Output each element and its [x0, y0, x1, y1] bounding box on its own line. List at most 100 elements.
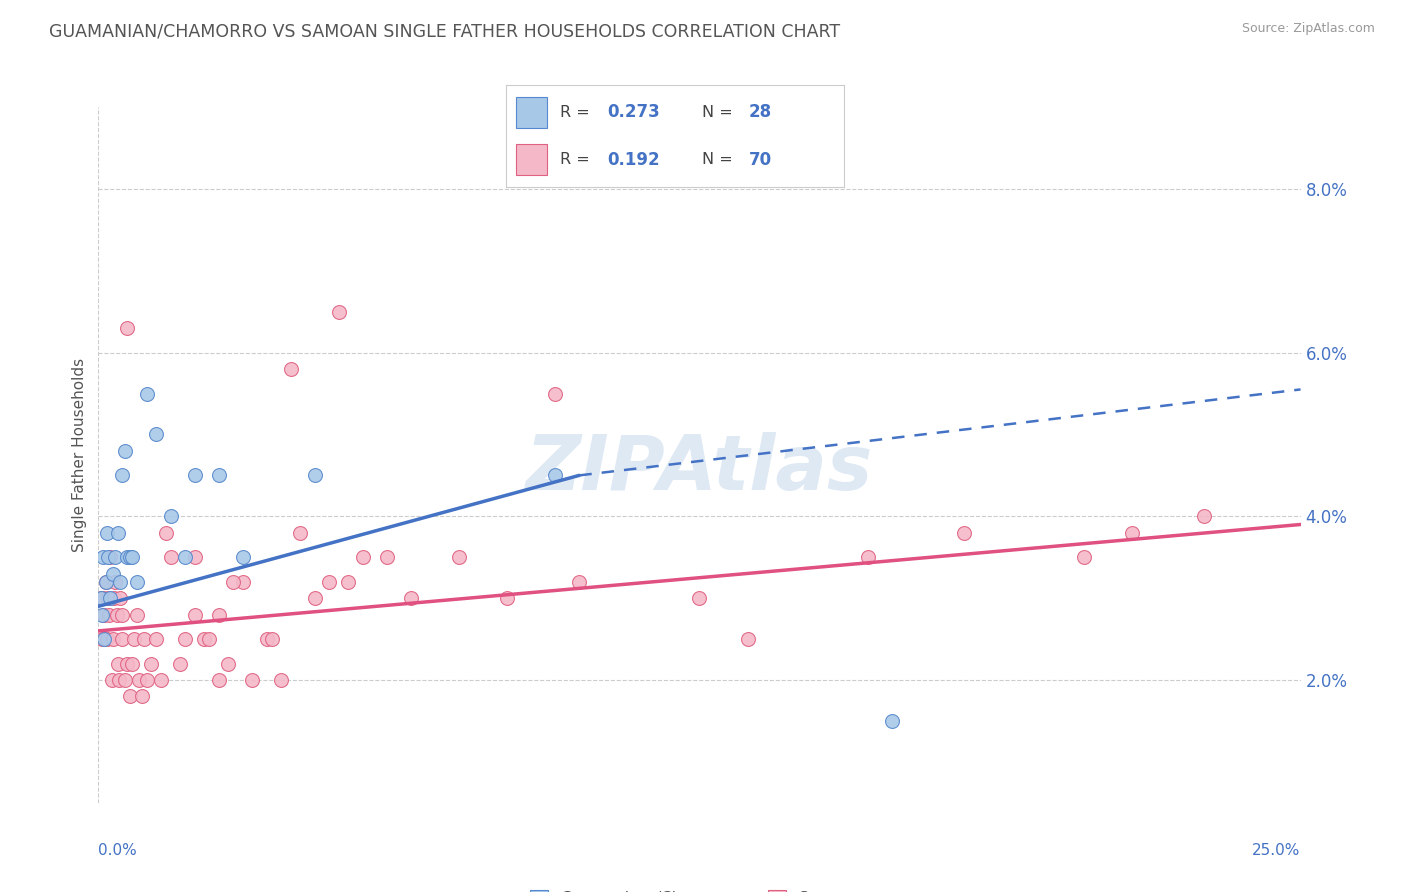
Point: [90, 591, 112, 606]
Point: [159, 550, 181, 565]
Point: [280, 362, 302, 376]
Point: [174, 632, 197, 646]
Point: [108, 574, 131, 589]
Point: [91, 591, 114, 606]
Point: [121, 550, 143, 565]
Point: [117, 550, 139, 565]
Text: 0.0%: 0.0%: [98, 843, 138, 858]
Point: [145, 427, 167, 442]
Point: [100, 591, 122, 606]
Point: [208, 607, 231, 622]
Point: [290, 525, 312, 540]
Point: [1121, 525, 1143, 540]
Point: [93, 607, 115, 622]
Point: [128, 673, 150, 687]
Point: [100, 550, 122, 565]
Point: [217, 657, 239, 671]
Y-axis label: Single Father Households: Single Father Households: [72, 358, 87, 552]
Point: [125, 607, 148, 622]
Point: [953, 525, 976, 540]
Point: [135, 673, 157, 687]
Text: 0.273: 0.273: [607, 103, 661, 121]
Point: [447, 550, 470, 565]
Point: [104, 550, 127, 565]
Point: [222, 574, 245, 589]
Point: [145, 632, 167, 646]
Point: [232, 550, 254, 565]
Point: [97, 550, 120, 565]
Point: [96, 632, 118, 646]
Point: [114, 443, 136, 458]
Point: [737, 632, 759, 646]
Point: [1194, 509, 1216, 524]
Point: [174, 550, 197, 565]
Point: [132, 632, 155, 646]
Text: ZIPAtlas: ZIPAtlas: [526, 432, 873, 506]
Point: [183, 468, 205, 483]
Point: [94, 574, 117, 589]
FancyBboxPatch shape: [516, 145, 547, 175]
Point: [105, 607, 128, 622]
Point: [141, 657, 163, 671]
Point: [544, 468, 567, 483]
Point: [91, 550, 114, 565]
Point: [159, 509, 181, 524]
Text: Source: ZipAtlas.com: Source: ZipAtlas.com: [1241, 22, 1375, 36]
Point: [240, 673, 263, 687]
Point: [689, 591, 711, 606]
Point: [208, 673, 231, 687]
Point: [91, 632, 114, 646]
Text: 70: 70: [749, 151, 772, 169]
Point: [96, 525, 118, 540]
Point: [90, 591, 112, 606]
Point: [169, 657, 191, 671]
Point: [399, 591, 422, 606]
Text: N =: N =: [702, 153, 738, 167]
Point: [101, 566, 124, 581]
Point: [103, 591, 125, 606]
Point: [124, 632, 146, 646]
Point: [107, 657, 129, 671]
Point: [880, 714, 903, 728]
Point: [117, 321, 139, 335]
Point: [328, 304, 350, 318]
Point: [118, 550, 141, 565]
Point: [260, 632, 283, 646]
Text: R =: R =: [560, 105, 595, 120]
Point: [108, 591, 131, 606]
Point: [121, 657, 143, 671]
Point: [94, 574, 117, 589]
Point: [856, 550, 879, 565]
Point: [111, 607, 134, 622]
Text: GUAMANIAN/CHAMORRO VS SAMOAN SINGLE FATHER HOUSEHOLDS CORRELATION CHART: GUAMANIAN/CHAMORRO VS SAMOAN SINGLE FATH…: [49, 22, 841, 40]
Point: [337, 574, 360, 589]
Point: [149, 673, 172, 687]
Point: [198, 632, 221, 646]
Point: [135, 386, 157, 401]
Point: [155, 525, 177, 540]
Point: [183, 550, 205, 565]
Point: [208, 468, 231, 483]
Point: [193, 632, 215, 646]
Point: [114, 673, 136, 687]
Text: 0.192: 0.192: [607, 151, 659, 169]
Point: [98, 607, 121, 622]
Point: [118, 690, 141, 704]
Point: [304, 468, 326, 483]
Point: [97, 591, 120, 606]
Point: [117, 657, 139, 671]
Point: [104, 574, 127, 589]
Text: 28: 28: [749, 103, 772, 121]
Legend: Guamanians/Chamorros, Samoans: Guamanians/Chamorros, Samoans: [530, 890, 869, 892]
Point: [110, 632, 132, 646]
Point: [91, 607, 114, 622]
Point: [270, 673, 292, 687]
Text: 25.0%: 25.0%: [1253, 843, 1301, 858]
Point: [183, 607, 205, 622]
Point: [318, 574, 340, 589]
Point: [375, 550, 398, 565]
Point: [544, 386, 567, 401]
FancyBboxPatch shape: [516, 97, 547, 128]
Point: [232, 574, 254, 589]
Point: [107, 525, 129, 540]
